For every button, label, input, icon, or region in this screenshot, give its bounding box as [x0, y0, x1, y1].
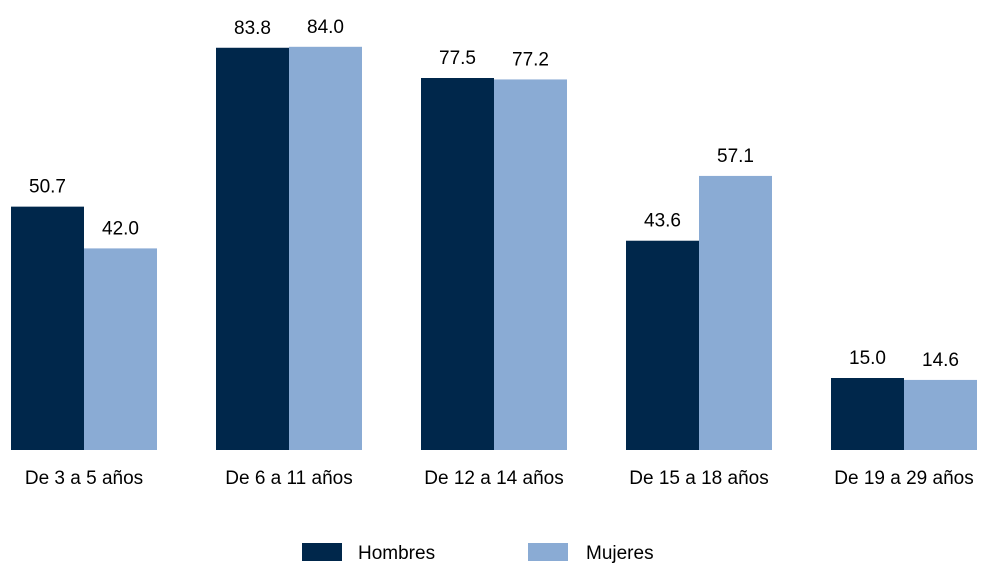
- bar-hombres-1: [11, 207, 84, 450]
- bar-mujeres-3: [494, 79, 567, 450]
- bar-mujeres-4: [699, 176, 772, 450]
- x-tick-label-3: De 12 a 14 años: [424, 468, 563, 489]
- legend: Hombres Mujeres: [302, 543, 654, 563]
- data-label-mujeres-3: 77.2: [512, 49, 549, 70]
- x-tick-label-5: De 19 a 29 años: [834, 468, 973, 489]
- bar-hombres-3: [421, 78, 494, 450]
- data-label-mujeres-2: 84.0: [307, 17, 344, 38]
- x-tick-label-1: De 3 a 5 años: [25, 468, 143, 489]
- data-label-hombres-2: 83.8: [234, 18, 271, 39]
- data-label-mujeres-1: 42.0: [102, 218, 139, 239]
- bar-mujeres-5: [904, 380, 977, 450]
- legend-swatch-mujeres: [528, 543, 568, 561]
- bar-mujeres-2: [289, 47, 362, 450]
- plot-area: 50.7 42.0 83.8 84.0 77.5 77.2 43.6 57.1 15.0 14.6: [11, 17, 977, 450]
- bar-hombres-4: [626, 241, 699, 450]
- legend-swatch-hombres: [302, 543, 342, 561]
- x-axis-tick-labels: De 3 a 5 años De 6 a 11 años De 12 a 14 añ…: [25, 468, 974, 489]
- bar-mujeres-1: [84, 248, 157, 450]
- x-tick-label-2: De 6 a 11 años: [225, 468, 352, 489]
- data-label-mujeres-4: 57.1: [717, 146, 754, 167]
- data-label-hombres-3: 77.5: [439, 48, 476, 69]
- data-label-hombres-5: 15.0: [849, 348, 886, 369]
- bar-hombres-5: [831, 378, 904, 450]
- legend-label-hombres: Hombres: [358, 543, 435, 563]
- bar-hombres-2: [216, 48, 289, 450]
- data-label-mujeres-5: 14.6: [922, 350, 959, 371]
- legend-label-mujeres: Mujeres: [586, 543, 654, 563]
- data-label-hombres-1: 50.7: [29, 177, 66, 198]
- x-tick-label-4: De 15 a 18 años: [629, 468, 768, 489]
- data-label-hombres-4: 43.6: [644, 211, 681, 232]
